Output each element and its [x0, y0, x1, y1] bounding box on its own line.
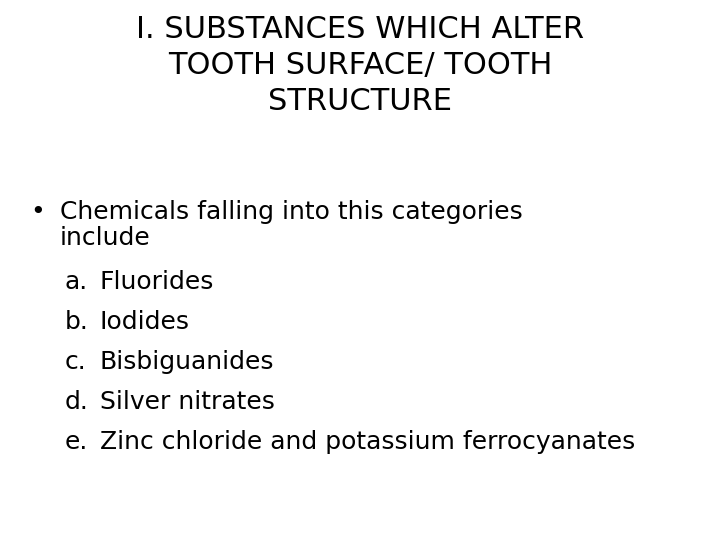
- Text: Silver nitrates: Silver nitrates: [100, 390, 275, 414]
- Text: Chemicals falling into this categories: Chemicals falling into this categories: [60, 200, 523, 224]
- Text: e.: e.: [65, 430, 89, 454]
- Text: Zinc chloride and potassium ferrocyanates: Zinc chloride and potassium ferrocyanate…: [100, 430, 635, 454]
- Text: •: •: [30, 200, 45, 224]
- Text: I. SUBSTANCES WHICH ALTER
TOOTH SURFACE/ TOOTH
STRUCTURE: I. SUBSTANCES WHICH ALTER TOOTH SURFACE/…: [136, 15, 584, 116]
- Text: include: include: [60, 226, 150, 250]
- Text: d.: d.: [65, 390, 89, 414]
- Text: a.: a.: [65, 270, 89, 294]
- Text: b.: b.: [65, 310, 89, 334]
- Text: c.: c.: [65, 350, 86, 374]
- Text: Iodides: Iodides: [100, 310, 190, 334]
- Text: Bisbiguanides: Bisbiguanides: [100, 350, 274, 374]
- Text: Fluorides: Fluorides: [100, 270, 215, 294]
